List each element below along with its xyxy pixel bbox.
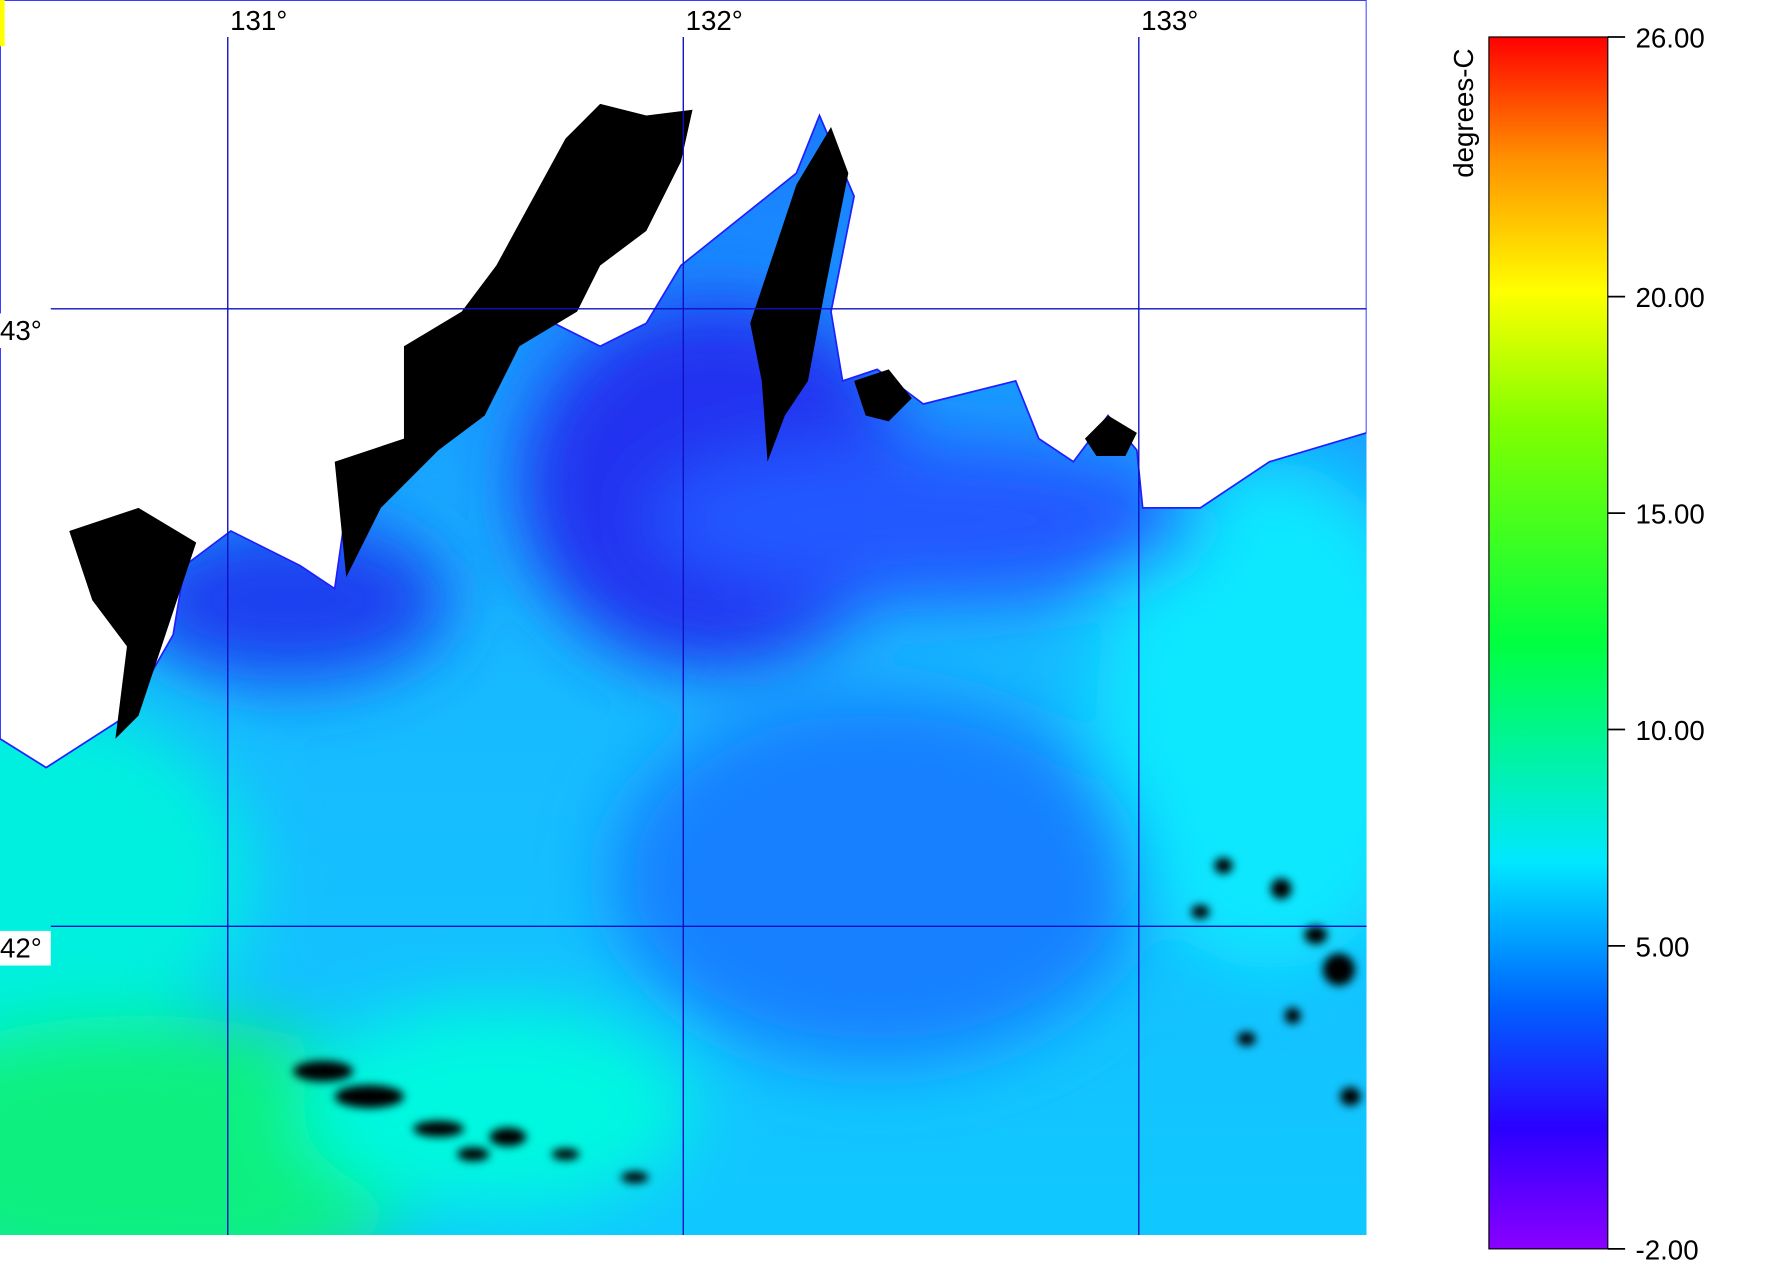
sst-image <box>0 0 1367 1236</box>
latitude-label-bg <box>0 313 51 349</box>
latitude-label-bg <box>0 930 51 966</box>
graticule: 131° 132° 133° 43° 42° <box>0 5 1367 1236</box>
colorbar-tick-label: 15.00 <box>1635 498 1704 529</box>
colorbar-tick-label: 20.00 <box>1635 282 1704 313</box>
longitude-label: 131° <box>230 5 287 36</box>
colorbar-tick-label: -2.00 <box>1635 1234 1698 1265</box>
colorbar <box>1488 36 1609 1250</box>
corner-marker <box>0 0 5 47</box>
colorbar-tick-label: 10.00 <box>1635 715 1704 746</box>
latitude-label: 42° <box>0 932 42 963</box>
colorbar-title: degrees-C <box>1448 49 1479 178</box>
latitude-label: 43° <box>0 315 42 346</box>
longitude-label: 133° <box>1141 5 1198 36</box>
longitude-label: 132° <box>686 5 743 36</box>
colorbar-tick-label: 26.00 <box>1635 22 1704 53</box>
colorbar-tick-label: 5.00 <box>1635 931 1689 962</box>
